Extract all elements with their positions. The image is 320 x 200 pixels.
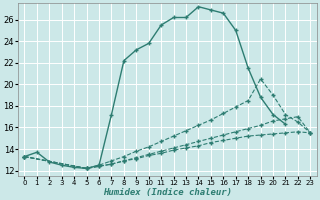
X-axis label: Humidex (Indice chaleur): Humidex (Indice chaleur) [103,188,232,197]
